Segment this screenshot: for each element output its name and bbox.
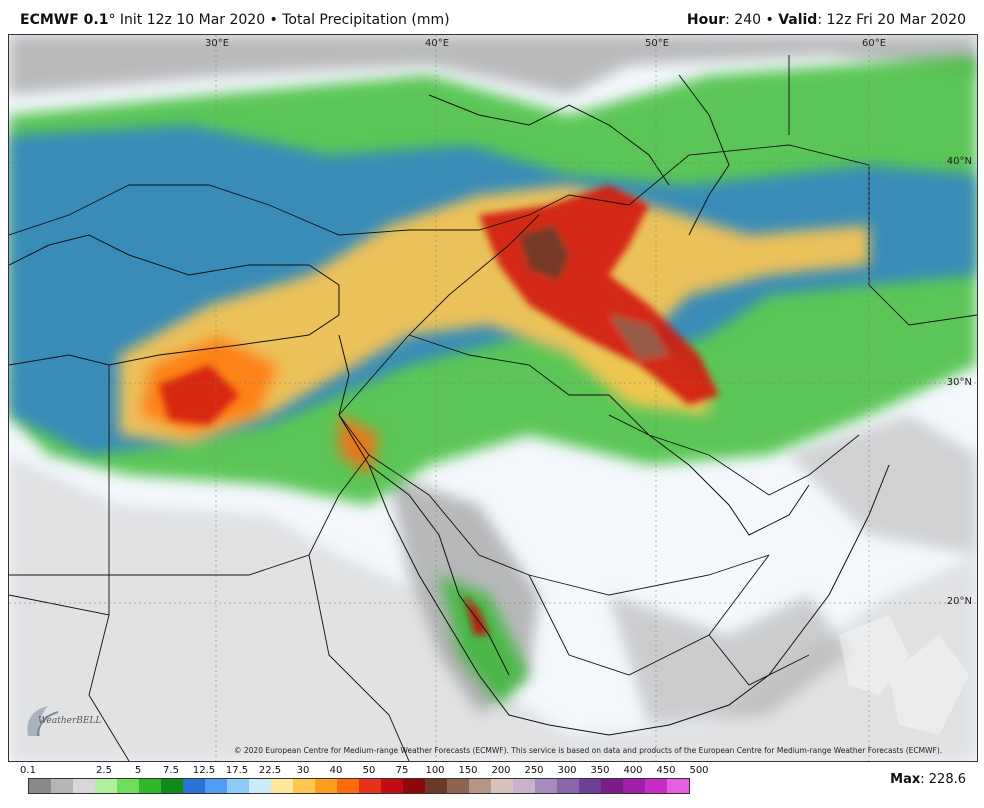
colorbar-swatch xyxy=(183,779,205,793)
colorbar-swatch xyxy=(117,779,139,793)
colorbar-tick: 17.5 xyxy=(225,765,249,776)
colorbar-swatch xyxy=(469,779,491,793)
colorbar-swatch xyxy=(359,779,381,793)
colorbar-swatch xyxy=(271,779,293,793)
copyright-notice: © 2020 European Centre for Medium-range … xyxy=(234,746,943,755)
colorbar-ticks: 0.1 2.5 5 7.5 12.5 17.5 22.5 30 40 50 75… xyxy=(20,765,709,777)
colorbar-swatch xyxy=(337,779,359,793)
colorbar-swatch xyxy=(491,779,513,793)
weatherbell-logo-text: WeatherBELL xyxy=(38,716,102,726)
lon-label-60: 60°E xyxy=(862,38,887,49)
colorbar-swatch xyxy=(205,779,227,793)
colorbar-swatch xyxy=(579,779,601,793)
colorbar-tick: 200 xyxy=(491,765,511,776)
colorbar-tick: 12.5 xyxy=(192,765,216,776)
colorbar-swatch xyxy=(403,779,425,793)
colorbar-swatch xyxy=(95,779,117,793)
hour-label: Hour xyxy=(686,12,726,28)
colorbar-tick: 350 xyxy=(590,765,610,776)
colorbar-swatch xyxy=(227,779,249,793)
graticule xyxy=(9,35,977,761)
lat-label-30: 30°N xyxy=(946,377,972,388)
colorbar-swatch xyxy=(667,779,689,793)
lon-label-50: 50°E xyxy=(645,38,670,49)
colorbar-swatch xyxy=(73,779,95,793)
colorbar-tick: 150 xyxy=(458,765,478,776)
valid-value: : 12z Fri 20 Mar 2020 xyxy=(817,12,966,28)
max-number: : 228.6 xyxy=(920,772,966,787)
precipitation-map xyxy=(8,34,978,762)
colorbar-swatch xyxy=(293,779,315,793)
colorbar-tick: 30 xyxy=(296,765,310,776)
colorbar-swatch xyxy=(535,779,557,793)
colorbar-tick: 5 xyxy=(134,765,142,776)
heavy-precip-layer xyxy=(159,185,719,635)
lat-label-40: 40°N xyxy=(946,156,972,167)
weatherbell-logo-icon xyxy=(27,706,59,737)
colorbar-tick: 2.5 xyxy=(96,765,112,776)
colorbar-tick: 300 xyxy=(557,765,577,776)
colorbar-swatch xyxy=(249,779,271,793)
colorbar-tick: 400 xyxy=(623,765,643,776)
watermark-logo xyxy=(839,615,969,735)
colorbar-tick: 75 xyxy=(395,765,409,776)
colorbar-swatch xyxy=(447,779,469,793)
header: ECMWF 0.1° Init 12z 10 Mar 2020 • Total … xyxy=(0,0,984,34)
lon-label-30: 30°E xyxy=(205,38,230,49)
hour-value: : 240 • xyxy=(725,12,779,28)
colorbar-tick: 0.1 xyxy=(20,765,36,776)
colorbar-swatch xyxy=(161,779,183,793)
colorbar-tick: 450 xyxy=(656,765,676,776)
colorbar-swatch xyxy=(425,779,447,793)
coastlines xyxy=(9,74,890,736)
lat-label-20: 20°N xyxy=(946,596,972,607)
colorbar-tick: 40 xyxy=(329,765,343,776)
colorbar-tick: 500 xyxy=(689,765,709,776)
degree-sign: ° xyxy=(108,12,116,28)
colorbar-swatch xyxy=(645,779,667,793)
title-right: Hour: 240 • Valid: 12z Fri 20 Mar 2020 xyxy=(687,12,966,28)
colorbar xyxy=(28,778,690,794)
map-canvas xyxy=(9,35,977,761)
valid-label: Valid xyxy=(778,12,818,28)
colorbar-swatch xyxy=(315,779,337,793)
max-value: Max: 228.6 xyxy=(890,772,966,787)
colorbar-swatch xyxy=(601,779,623,793)
colorbar-swatch xyxy=(51,779,73,793)
borders xyxy=(9,55,977,761)
colorbar-tick: 50 xyxy=(362,765,376,776)
init-text: Init 12z 10 Mar 2020 • Total Precipitati… xyxy=(115,12,450,28)
colorbar-tick: 22.5 xyxy=(258,765,282,776)
lon-label-40: 40°E xyxy=(425,38,450,49)
colorbar-tick: 7.5 xyxy=(163,765,179,776)
colorbar-tick: 250 xyxy=(524,765,544,776)
colorbar-swatch xyxy=(513,779,535,793)
max-label: Max xyxy=(890,772,921,787)
colorbar-swatch xyxy=(29,779,51,793)
colorbar-swatch xyxy=(381,779,403,793)
colorbar-swatch xyxy=(557,779,579,793)
colorbar-tick: 100 xyxy=(425,765,445,776)
colorbar-swatch xyxy=(623,779,645,793)
colorbar-swatch xyxy=(139,779,161,793)
model-name: ECMWF 0.1 xyxy=(20,12,109,28)
title-left: ECMWF 0.1° Init 12z 10 Mar 2020 • Total … xyxy=(20,12,450,28)
